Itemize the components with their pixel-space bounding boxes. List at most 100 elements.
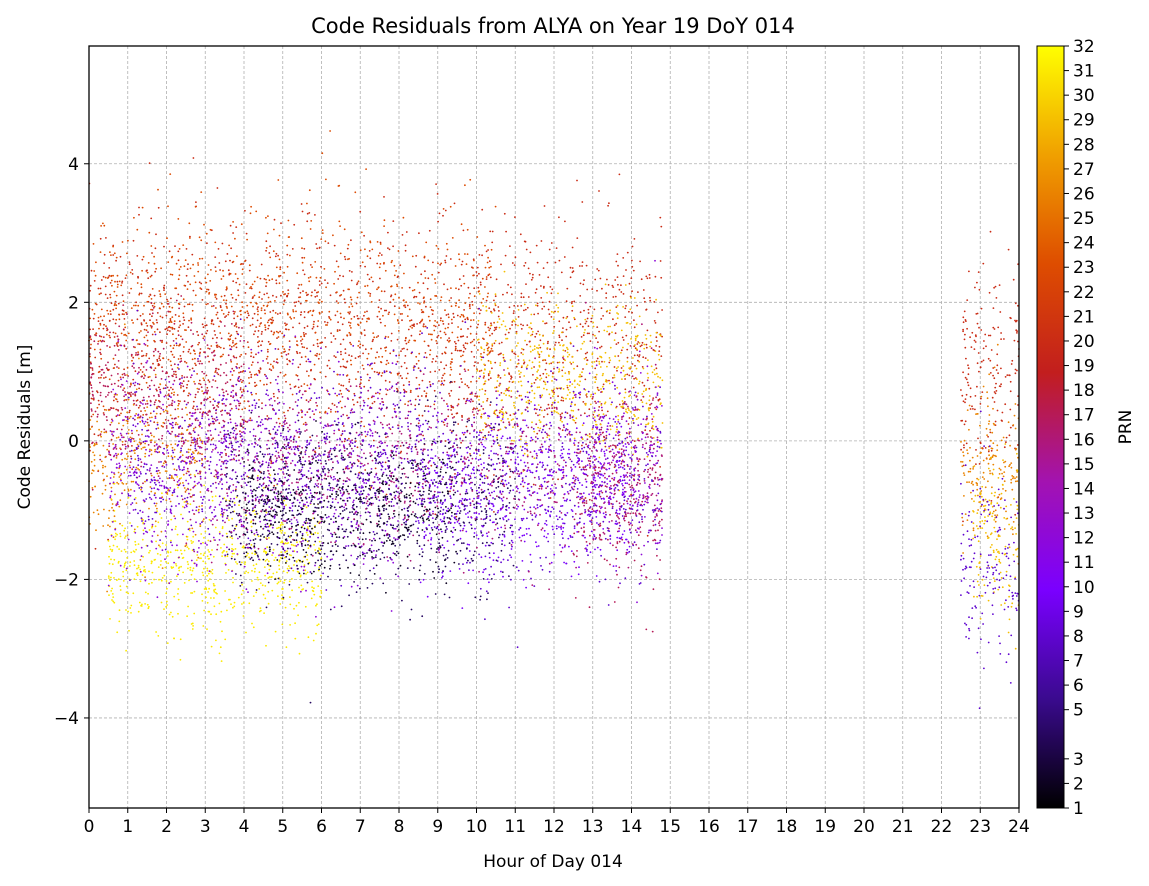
scatter-point: [278, 234, 281, 237]
scatter-point: [469, 325, 472, 328]
scatter-point: [316, 325, 319, 328]
scatter-point: [145, 381, 148, 384]
scatter-point: [109, 618, 111, 620]
scatter-point: [585, 356, 587, 359]
scatter-point: [110, 383, 113, 386]
scatter-point: [978, 370, 980, 373]
scatter-point: [255, 326, 258, 328]
scatter-point: [554, 261, 557, 264]
scatter-point: [103, 323, 105, 326]
scatter-point: [485, 331, 487, 334]
scatter-point: [411, 255, 414, 258]
scatter-point: [1014, 448, 1017, 451]
scatter-point: [189, 237, 191, 239]
scatter-point: [153, 255, 156, 258]
scatter-point: [980, 397, 982, 400]
scatter-point: [451, 358, 453, 361]
scatter-point: [986, 434, 988, 437]
scatter-point: [391, 259, 393, 262]
scatter-point: [90, 415, 93, 418]
scatter-point: [154, 367, 157, 370]
scatter-point: [114, 532, 117, 535]
scatter-point: [992, 367, 995, 369]
scatter-point: [121, 373, 124, 376]
scatter-point: [115, 457, 118, 459]
scatter-point: [203, 484, 206, 487]
scatter-point: [450, 287, 452, 289]
scatter-point: [537, 351, 539, 353]
scatter-point: [398, 354, 400, 357]
scatter-point: [366, 273, 369, 276]
scatter-point: [170, 392, 173, 395]
scatter-point: [589, 455, 592, 458]
scatter-point: [195, 559, 198, 561]
scatter-point: [983, 340, 985, 342]
scatter-point: [186, 288, 189, 290]
scatter-point: [159, 472, 161, 474]
scatter-point: [439, 299, 442, 302]
scatter-point: [977, 352, 980, 354]
scatter-point: [218, 422, 221, 425]
scatter-point: [465, 425, 468, 428]
scatter-point: [181, 557, 184, 559]
scatter-point: [139, 314, 142, 317]
scatter-point: [582, 283, 585, 286]
scatter-point: [440, 317, 442, 320]
scatter-point: [272, 365, 274, 368]
scatter-point: [659, 509, 662, 512]
scatter-point: [331, 402, 334, 405]
scatter-point: [612, 286, 615, 288]
scatter-point: [541, 394, 544, 397]
scatter-point: [150, 474, 153, 477]
scatter-point: [183, 487, 186, 489]
scatter-point: [1000, 338, 1002, 340]
scatter-point: [294, 305, 297, 307]
scatter-point: [988, 414, 991, 416]
scatter-point: [150, 245, 153, 247]
scatter-point: [205, 232, 208, 235]
scatter-point: [140, 323, 143, 326]
scatter-point: [122, 328, 125, 331]
scatter-point: [96, 390, 98, 392]
scatter-point: [479, 283, 482, 286]
scatter-point: [97, 320, 100, 322]
scatter-point: [326, 364, 329, 367]
scatter-point: [99, 458, 102, 461]
scatter-point: [102, 472, 104, 475]
scatter-point: [536, 432, 539, 435]
scatter-point: [604, 283, 607, 286]
scatter-point: [970, 491, 972, 494]
scatter-point: [363, 385, 366, 388]
scatter-point: [95, 443, 98, 446]
scatter-point: [126, 422, 129, 425]
scatter-point: [220, 513, 222, 516]
scatter-point: [961, 524, 964, 526]
scatter-point: [577, 408, 580, 411]
scatter-point: [999, 311, 1002, 313]
scatter-point: [261, 330, 263, 333]
scatter-point: [979, 441, 982, 444]
scatter-point: [272, 309, 275, 312]
scatter-point: [257, 369, 260, 372]
scatter-point: [466, 342, 469, 345]
scatter-point: [450, 409, 452, 411]
scatter-point: [97, 469, 100, 472]
scatter-point: [251, 361, 254, 364]
scatter-point: [285, 328, 288, 331]
scatter-point: [308, 212, 311, 214]
scatter-point: [383, 290, 386, 293]
scatter-point: [235, 342, 238, 345]
scatter-point: [387, 247, 389, 250]
scatter-point: [267, 301, 270, 304]
scatter-point: [633, 475, 636, 477]
scatter-point: [170, 455, 173, 458]
scatter-point: [444, 309, 446, 312]
scatter-point: [337, 302, 340, 304]
scatter-point: [188, 319, 190, 322]
scatter-point: [90, 343, 92, 346]
scatter-point: [245, 631, 247, 634]
scatter-point: [366, 255, 369, 258]
scatter-point: [419, 330, 422, 332]
scatter-point: [625, 334, 628, 337]
scatter-point: [284, 556, 286, 559]
